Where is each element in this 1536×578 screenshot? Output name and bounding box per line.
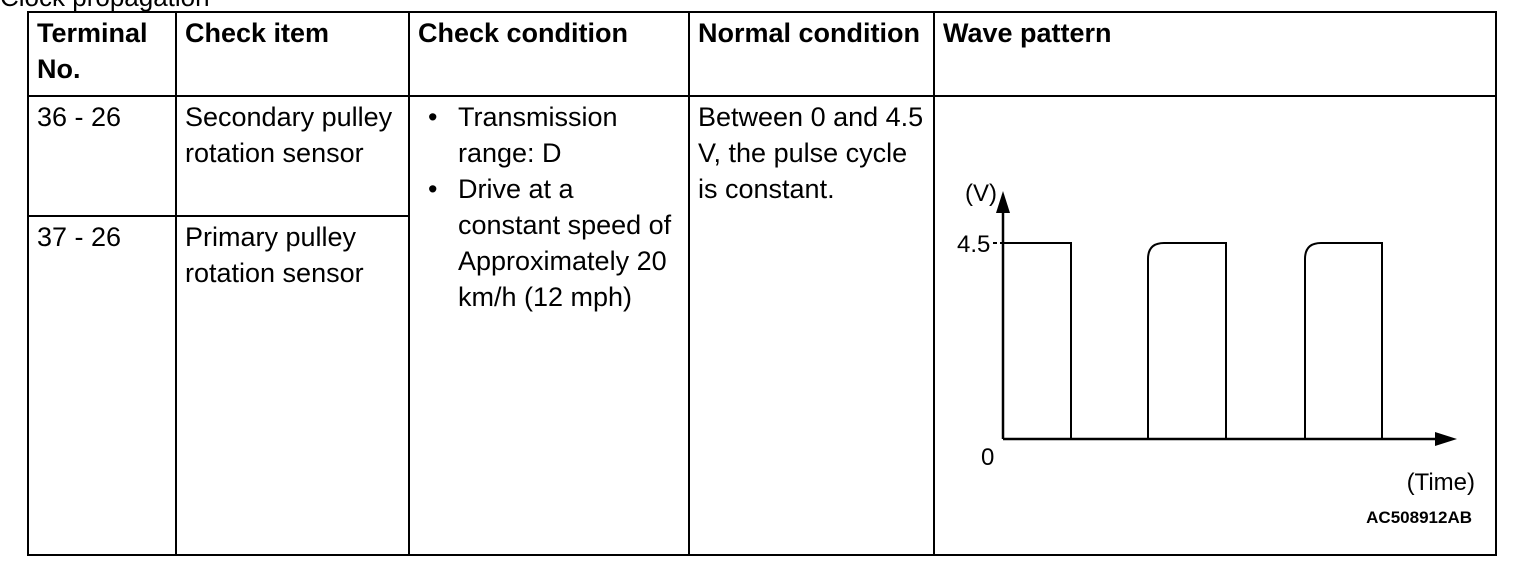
terminal-cell: 37 - 26 [27,215,177,556]
cut-off-heading: Clock propagation [0,0,210,13]
header-wave-pattern: Wave pattern [933,11,1497,97]
check-item-cell: Secondary pulley rotation sensor [175,95,410,217]
terminal-cell: 36 - 26 [27,95,177,217]
y-zero-label: 0 [981,444,994,471]
check-condition-cell: Transmission range: D Drive at a constan… [408,95,690,556]
y-high-label: 4.5 [957,231,990,258]
header-row: Terminal No. Check item Check condition … [27,11,1497,97]
y-axis-label: (V) [965,180,997,207]
header-terminal: Terminal No. [27,11,177,97]
check-condition-list: Transmission range: D Drive at a constan… [418,99,680,315]
wave-pattern-cell: (V) 4.5 0 (Time) AC508912AB [933,95,1497,556]
figure-code: AC508912AB [1366,508,1472,527]
table-row: 37 - 26 Primary pulley rotation sensor [27,215,1496,556]
waveform-diagram: (V) 4.5 0 (Time) AC508912AB [957,180,1475,527]
pulse-waveform [1003,242,1383,440]
check-condition-item: Transmission range: D [418,99,680,171]
x-axis-label: (Time) [1407,469,1475,496]
header-check-condition: Check condition [408,11,690,97]
check-item-cell: Primary pulley rotation sensor [175,215,410,556]
y-axis-arrow-icon [996,191,1010,213]
table-row: 36 - 26 Secondary pulley rotation sensor… [27,95,1497,556]
x-axis-arrow-icon [1435,432,1457,446]
header-normal-condition: Normal condition [688,11,935,97]
terminal-check-table: Terminal No. Check item Check condition … [27,11,1497,556]
normal-condition-cell: Between 0 and 4.5 V, the pulse cycle is … [688,95,935,556]
check-condition-item: Drive at a constant speed of Approximate… [418,171,680,315]
header-check-item: Check item [175,11,410,97]
